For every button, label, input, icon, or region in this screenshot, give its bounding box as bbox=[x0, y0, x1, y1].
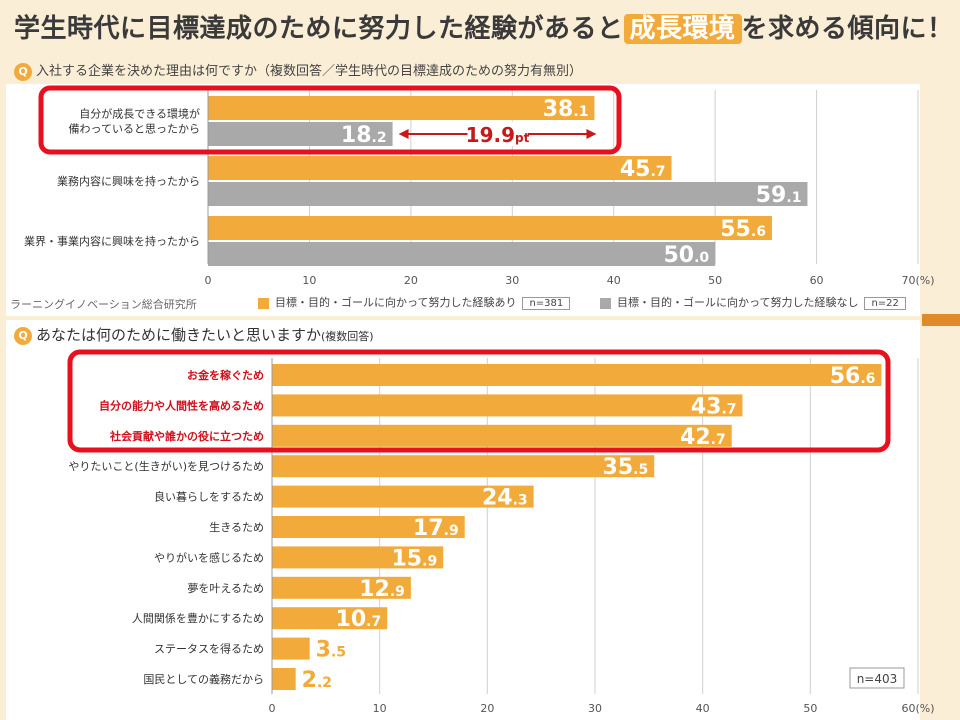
x-tick-label: 20 bbox=[404, 274, 418, 287]
legend-swatch-gray bbox=[600, 297, 611, 309]
x-tick-label: 10 bbox=[373, 702, 387, 715]
bar bbox=[208, 182, 808, 206]
x-tick-label: 10 bbox=[302, 274, 316, 287]
bar-value-label: 50.0 bbox=[663, 243, 709, 268]
credit-text: ラーニングイノベーション総合研究所 bbox=[10, 298, 197, 311]
bar bbox=[272, 607, 388, 630]
chart1-question: Q 入社する企業を決めた理由は何ですか（複数回答／学生時代の目標達成のための努力有… bbox=[14, 60, 582, 81]
x-tick-label: 50 bbox=[803, 702, 817, 715]
chart2-title-note: (複数回答) bbox=[321, 330, 374, 343]
x-tick-label: 60(%) bbox=[901, 702, 934, 715]
chart2-svg: 0 10 20 30 40 50 60(%) 56.6 お金を稼ぐため 43.7 自分の能力や人間性… bbox=[67, 349, 935, 715]
category-label: 業務内容に興味を持ったから bbox=[57, 174, 200, 188]
bar bbox=[208, 156, 672, 180]
title-post: を求める傾向に！ bbox=[741, 14, 954, 44]
question-badge-icon: Q bbox=[14, 326, 32, 345]
n-label: n=403 bbox=[857, 672, 898, 686]
bar bbox=[272, 546, 444, 569]
bar bbox=[272, 576, 411, 599]
bar bbox=[208, 96, 595, 120]
annotation-label: 19.9pt bbox=[466, 123, 530, 147]
x-tick-label: 20 bbox=[480, 702, 494, 715]
bar-value-label: 17.9 bbox=[413, 516, 459, 541]
bar-value-label: 15.9 bbox=[392, 546, 438, 571]
bar bbox=[272, 424, 732, 447]
title-highlight: 成長環境 bbox=[623, 14, 742, 44]
n-box bbox=[849, 667, 905, 689]
bar-value-label: 55.6 bbox=[720, 217, 766, 242]
bar bbox=[272, 637, 310, 660]
x-tick-label: 40 bbox=[696, 702, 710, 715]
x-tick-label: 0 bbox=[205, 274, 212, 287]
category-label: 人間関係を豊かにするため bbox=[132, 612, 264, 625]
bar-value-label: 56.6 bbox=[830, 364, 876, 389]
category-label: 夢を叶えるため bbox=[187, 582, 264, 595]
x-tick-label: 70(%) bbox=[901, 274, 934, 287]
bar bbox=[272, 364, 882, 386]
bar bbox=[272, 516, 465, 538]
question-badge-icon: Q bbox=[14, 62, 32, 81]
x-tick-label: 60 bbox=[810, 274, 824, 287]
category-label: ステータスを得るため bbox=[154, 643, 264, 656]
bar bbox=[208, 216, 772, 240]
x-tick-label: 40 bbox=[607, 274, 621, 287]
legend-n-2: n=22 bbox=[864, 297, 906, 310]
annotation-label-bg bbox=[467, 122, 528, 146]
x-tick-label: 50 bbox=[708, 274, 722, 287]
bar-value-label: 10.7 bbox=[336, 607, 382, 632]
bar-value-label: 59.1 bbox=[756, 183, 802, 208]
bar bbox=[272, 668, 296, 690]
page-title: 学生時代に目標達成のために努力した経験があると 成長環境 を求める傾向に！ bbox=[14, 8, 953, 52]
bar-value-label: 24.3 bbox=[482, 486, 528, 511]
bar-value-label: 42.7 bbox=[680, 425, 726, 450]
category-label: 業界・事業内容に興味を持ったから bbox=[24, 234, 200, 248]
category-label: 良い暮らしをするため bbox=[154, 490, 264, 504]
bar bbox=[272, 455, 655, 478]
highlight-box-2 bbox=[67, 349, 891, 453]
category-label: お金を稼ぐため bbox=[187, 368, 264, 382]
bar-value-label: 43.7 bbox=[691, 394, 737, 419]
annotation-arrowhead-left bbox=[398, 129, 409, 139]
bar-value-label: 3.5 bbox=[316, 638, 346, 663]
legend-series-2: 目標・目的・ゴールに向かって努力した経験なし n=22 bbox=[600, 294, 906, 310]
category-label: 備わっていると思ったから bbox=[69, 123, 200, 136]
highlight-box-1 bbox=[38, 85, 622, 155]
bar-value-label: 45.7 bbox=[620, 157, 666, 182]
annotation-arrowhead-right bbox=[586, 129, 597, 139]
category-label: 生きるため bbox=[209, 520, 264, 534]
bar-value-label: 18.2 bbox=[341, 123, 387, 148]
figure-tab bbox=[922, 314, 960, 326]
bar-value-label: 12.9 bbox=[359, 577, 405, 602]
bar-value-label: 38.1 bbox=[543, 97, 589, 122]
bar bbox=[208, 242, 716, 266]
category-label: やりがいを感じるため bbox=[154, 550, 264, 564]
x-tick-label: 30 bbox=[588, 702, 602, 715]
legend-series-1: 目標・目的・ゴールに向かって努力した経験あり n=381 bbox=[258, 294, 571, 310]
legend-label-2: 目標・目的・ゴールに向かって努力した経験なし bbox=[617, 296, 859, 309]
chart1-svg: 0 10 20 30 40 50 60 70(%) 38.1 18.2 自分が成長できる環境が備わっ… bbox=[24, 85, 935, 287]
bar-value-label: 2.2 bbox=[302, 668, 332, 693]
legend-label-1: 目標・目的・ゴールに向かって努力した経験あり bbox=[275, 296, 517, 309]
bar bbox=[272, 485, 534, 508]
bar bbox=[272, 394, 743, 417]
category-label: やりたいこと(生きがい)を見つけるため bbox=[68, 459, 264, 473]
title-pre: 学生時代に目標達成のために努力した経験があると bbox=[14, 14, 624, 44]
category-label: 国民としての義務だから bbox=[143, 672, 264, 686]
x-tick-label: 30 bbox=[505, 274, 519, 287]
chart2-title: あなたは何のために働きたいと思いますか bbox=[36, 326, 322, 344]
legend-swatch-orange bbox=[258, 297, 269, 309]
legend-n-1: n=381 bbox=[522, 297, 571, 310]
category-label: 自分が成長できる環境が bbox=[79, 107, 200, 121]
chart2-question: Q あなたは何のために働きたいと思いますか(複数回答) bbox=[14, 324, 374, 345]
category-label: 社会貢献や誰かの役に立つため bbox=[109, 429, 264, 443]
bar-value-label: 35.5 bbox=[603, 455, 649, 480]
chart1-title: 入社する企業を決めた理由は何ですか（複数回答／学生時代の目標達成のための努力有無… bbox=[36, 64, 583, 79]
x-tick-label: 0 bbox=[269, 702, 276, 715]
bar bbox=[208, 122, 393, 146]
category-label: 自分の能力や人間性を高めるため bbox=[99, 398, 264, 412]
